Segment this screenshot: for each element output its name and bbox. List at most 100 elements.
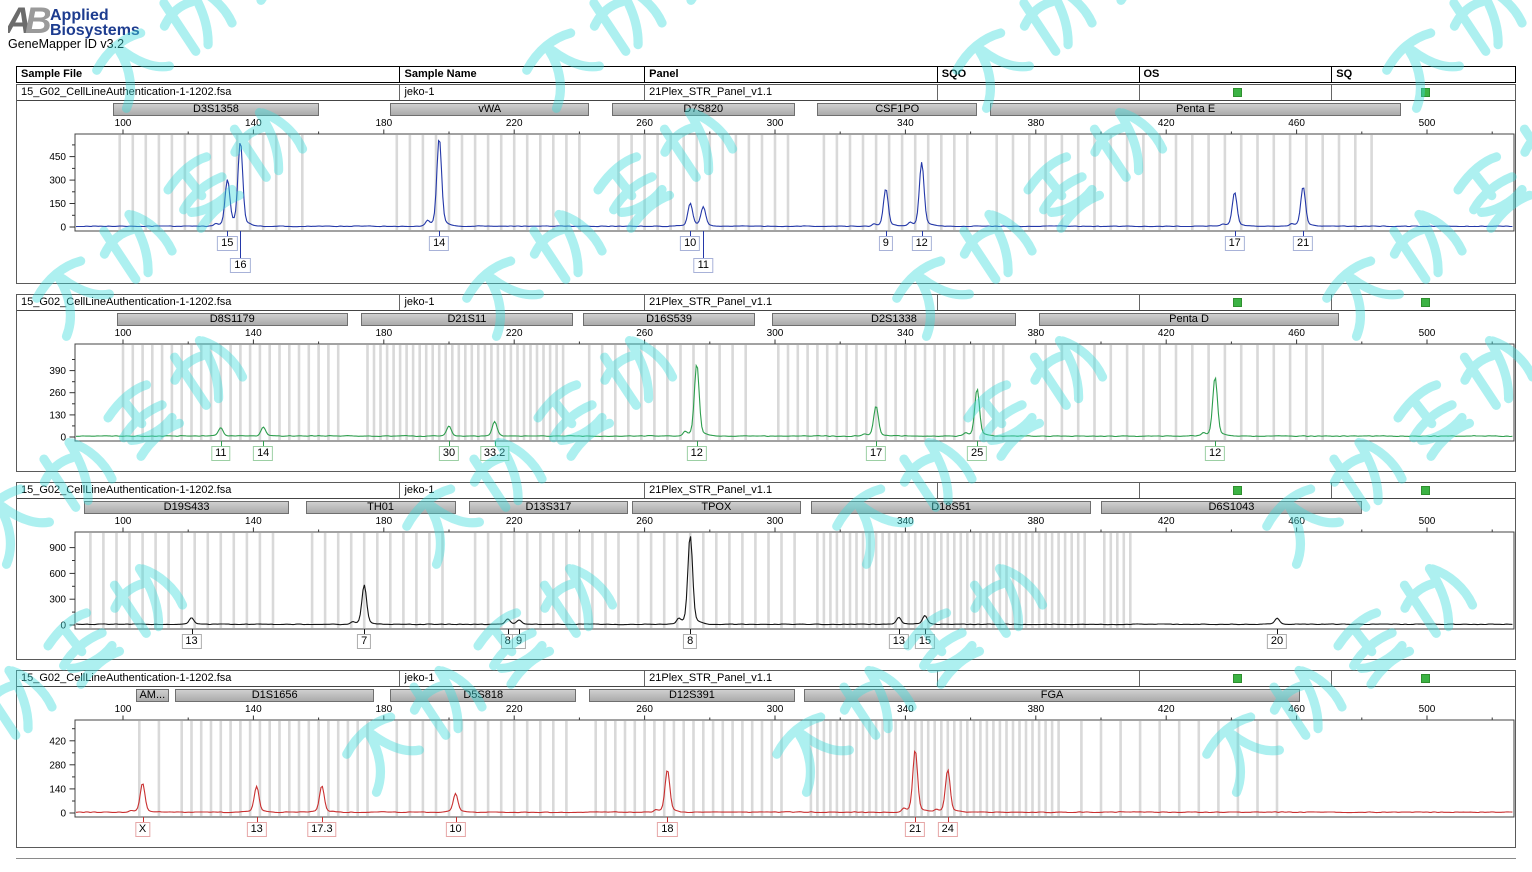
- sample-row[interactable]: 15_G02_CellLineAuthentication-1-1202.fsa…: [17, 483, 1515, 499]
- cell-text-sample-name: jeko-1: [404, 484, 435, 496]
- allele-bin: [1050, 533, 1054, 628]
- allele-bin: [780, 721, 783, 816]
- x-tick-label: 460: [1288, 118, 1305, 129]
- allele-label-connector: [977, 441, 979, 446]
- allele-label-connector: [1234, 231, 1236, 236]
- allele-bin: [473, 533, 477, 628]
- allele-label[interactable]: 16: [230, 258, 251, 273]
- allele-bin: [662, 721, 666, 816]
- allele-bin: [992, 721, 995, 816]
- allele-bin: [525, 721, 529, 816]
- allele-label[interactable]: 17: [1224, 236, 1245, 251]
- allele-bin: [767, 533, 770, 628]
- allele-bin: [636, 533, 640, 628]
- allele-label[interactable]: 12: [911, 236, 932, 251]
- allele-bin: [307, 345, 311, 440]
- allele-bin: [460, 135, 464, 230]
- allele-label[interactable]: X: [134, 822, 151, 837]
- brand-name: Applied Biosystems: [50, 8, 140, 39]
- allele-bin: [522, 345, 526, 440]
- allele-label[interactable]: 24: [937, 822, 958, 837]
- x-tick-label: 100: [115, 704, 132, 715]
- cell-text-sample-file: 15_G02_CellLineAuthentication-1-1202.fsa: [21, 86, 232, 98]
- allele-label[interactable]: 12: [686, 446, 707, 461]
- allele-bin: [529, 345, 532, 440]
- allele-bin: [979, 533, 982, 628]
- allele-bin: [1321, 135, 1324, 230]
- allele-label-connector: [703, 231, 705, 258]
- allele-bin: [1158, 135, 1161, 230]
- allele-bin: [617, 135, 620, 230]
- allele-label[interactable]: 17: [865, 446, 887, 461]
- allele-bin: [692, 345, 695, 440]
- allele-label[interactable]: 14: [429, 236, 450, 251]
- allele-bin: [848, 533, 852, 628]
- allele-bin: [1337, 135, 1341, 230]
- allele-label[interactable]: 20: [1266, 634, 1288, 649]
- svg-text:B: B: [25, 2, 50, 40]
- allele-bin: [1037, 533, 1041, 628]
- y-tick-label: 450: [49, 152, 66, 163]
- allele-label[interactable]: 21: [1292, 236, 1314, 251]
- x-axis: 100 140 180 220 260 300 340 380 420 460 500: [115, 328, 1493, 344]
- allele-label[interactable]: 9: [512, 634, 527, 649]
- allele-bin: [992, 533, 995, 628]
- cell-sample-name: jeko-1: [400, 671, 646, 686]
- allele-bin: [1207, 345, 1210, 440]
- x-tick-label: 340: [897, 328, 914, 339]
- y-tick-label: 300: [49, 595, 66, 606]
- sample-row[interactable]: 15_G02_CellLineAuthentication-1-1202.fsa…: [17, 85, 1515, 101]
- allele-label[interactable]: 13: [246, 822, 267, 837]
- x-tick-label: 100: [115, 516, 132, 527]
- allele-label[interactable]: 8: [500, 634, 515, 649]
- allele-bin: [418, 345, 421, 440]
- allele-label[interactable]: 8: [683, 634, 698, 649]
- allele-label[interactable]: 13: [181, 634, 202, 649]
- allele-label[interactable]: 11: [211, 446, 231, 461]
- x-tick-label: 380: [1027, 516, 1044, 527]
- allele-bin: [809, 721, 813, 816]
- allele-label[interactable]: 13: [888, 634, 910, 649]
- allele-label[interactable]: 21: [905, 822, 926, 837]
- allele-label[interactable]: 18: [657, 822, 678, 837]
- allele-label[interactable]: 14: [253, 446, 274, 461]
- sample-row[interactable]: 15_G02_CellLineAuthentication-1-1202.fsa…: [17, 671, 1515, 687]
- allele-label[interactable]: 12: [1204, 446, 1226, 461]
- allele-label-connector: [142, 817, 144, 822]
- allele-label[interactable]: 25: [966, 446, 988, 461]
- allele-bin: [190, 721, 193, 816]
- allele-label[interactable]: 17.3: [307, 822, 337, 837]
- allele-bin: [881, 533, 884, 628]
- allele-label[interactable]: 7: [357, 634, 372, 649]
- allele-bin: [731, 345, 734, 440]
- electropherogram-plot: D8S1179 D21S11 D16S539 D2S1338 Penta D 100 140…: [17, 311, 1515, 471]
- allele-label[interactable]: 10: [445, 822, 466, 837]
- allele-label[interactable]: 9: [878, 236, 893, 251]
- allele-bin: [1070, 533, 1073, 628]
- sample-row[interactable]: 15_G02_CellLineAuthentication-1-1202.fsa…: [17, 295, 1515, 311]
- allele-bin: [868, 721, 871, 816]
- allele-bin: [702, 721, 705, 816]
- allele-label[interactable]: 15: [914, 634, 936, 649]
- allele-label[interactable]: 11: [693, 258, 714, 273]
- marker-bar-d1s1656: D1S1656: [175, 689, 375, 702]
- allele-bin: [614, 345, 617, 440]
- allele-bin: [1018, 721, 1021, 816]
- allele-bin: [933, 533, 936, 628]
- allele-label[interactable]: 33.2: [479, 446, 510, 461]
- allele-label[interactable]: 15: [217, 236, 238, 251]
- allele-label[interactable]: 10: [680, 236, 701, 251]
- allele-bin: [653, 345, 656, 440]
- allele-bin: [1207, 135, 1210, 230]
- allele-bin: [1044, 721, 1047, 816]
- allele-bin: [206, 533, 210, 628]
- y-tick-label: 140: [49, 784, 66, 795]
- allele-label[interactable]: 30: [438, 446, 460, 461]
- cell-text-panel: 21Plex_STR_Panel_v1.1: [649, 86, 773, 98]
- allele-bin: [894, 345, 897, 440]
- y-tick-label: 300: [49, 176, 66, 187]
- allele-bin: [972, 721, 976, 816]
- applied-biosystems-logo: A B: [8, 2, 50, 40]
- allele-bin: [920, 721, 923, 816]
- allele-bin: [486, 135, 490, 230]
